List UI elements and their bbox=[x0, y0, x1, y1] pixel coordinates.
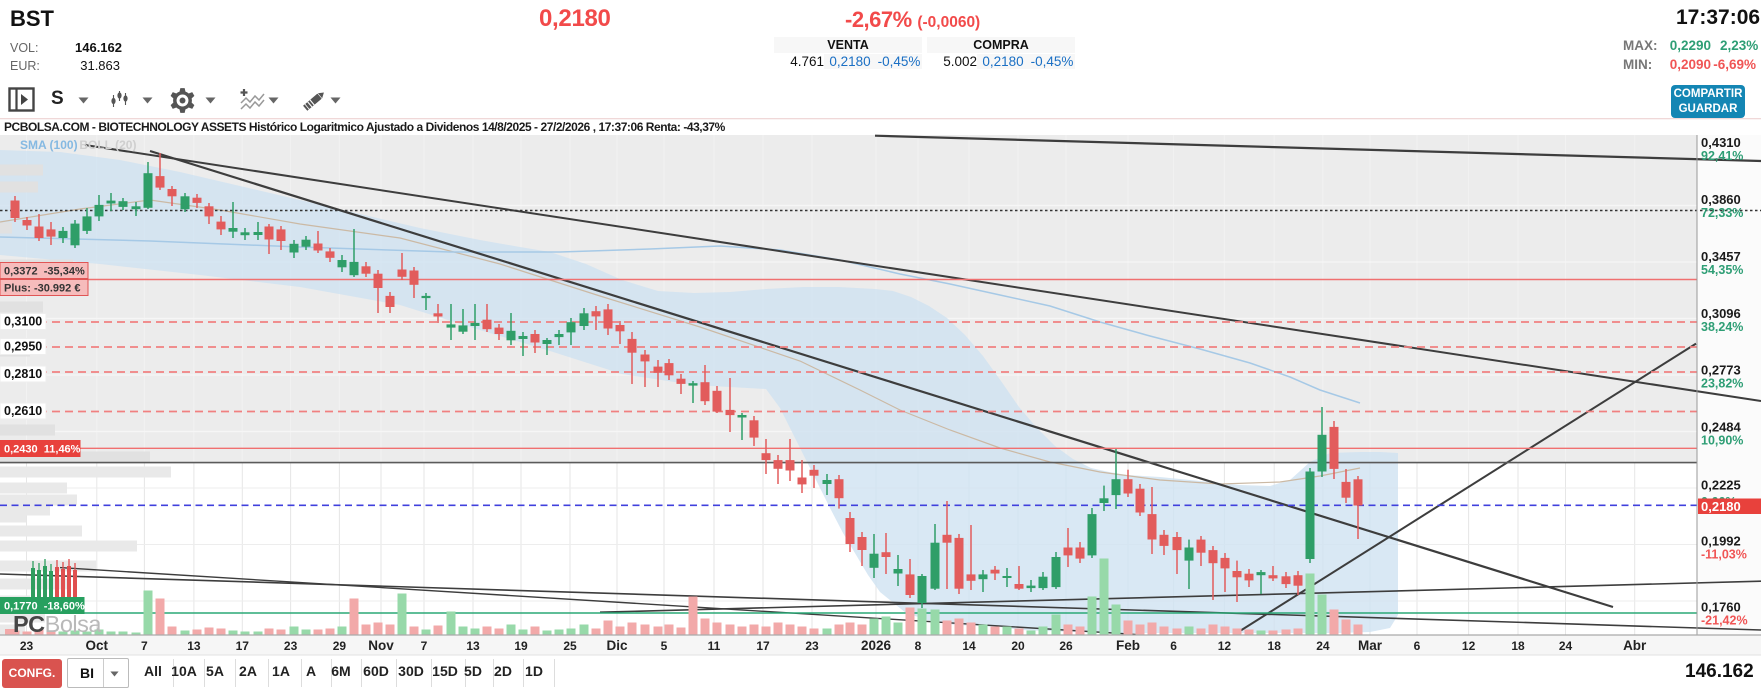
svg-text:17: 17 bbox=[236, 639, 250, 653]
svg-text:0,4310: 0,4310 bbox=[1701, 135, 1741, 150]
svg-text:Nov: Nov bbox=[368, 638, 394, 653]
svg-text:13: 13 bbox=[187, 639, 201, 653]
svg-text:18: 18 bbox=[1268, 639, 1282, 653]
svg-text:0,2180: 0,2180 bbox=[1701, 499, 1741, 514]
svg-text:23: 23 bbox=[805, 639, 819, 653]
svg-text:10,90%: 10,90% bbox=[1701, 434, 1743, 448]
svg-text:17: 17 bbox=[756, 639, 770, 653]
svg-text:0,1770 -18,60%: 0,1770 -18,60% bbox=[4, 601, 85, 613]
svg-text:25: 25 bbox=[563, 639, 577, 653]
svg-text:14: 14 bbox=[962, 639, 976, 653]
svg-text:24: 24 bbox=[1559, 639, 1573, 653]
svg-text:Oct: Oct bbox=[86, 638, 109, 653]
svg-text:0,2950: 0,2950 bbox=[4, 340, 42, 354]
svg-text:Abr: Abr bbox=[1623, 638, 1647, 653]
svg-text:8: 8 bbox=[915, 639, 922, 653]
svg-text:0,1760: 0,1760 bbox=[1701, 600, 1741, 615]
svg-text:13: 13 bbox=[466, 639, 480, 653]
svg-text:Dic: Dic bbox=[606, 638, 628, 653]
svg-text:5: 5 bbox=[661, 639, 668, 653]
svg-text:12: 12 bbox=[1218, 639, 1232, 653]
svg-text:2026: 2026 bbox=[861, 638, 892, 653]
svg-text:Mar: Mar bbox=[1358, 638, 1383, 653]
svg-text:92,41%: 92,41% bbox=[1701, 149, 1743, 163]
svg-text:6: 6 bbox=[1414, 639, 1421, 653]
svg-text:20: 20 bbox=[1011, 639, 1025, 653]
svg-text:0,3860: 0,3860 bbox=[1701, 192, 1741, 207]
svg-text:0,2610: 0,2610 bbox=[4, 404, 42, 418]
svg-text:18: 18 bbox=[1511, 639, 1525, 653]
svg-text:26: 26 bbox=[1059, 639, 1073, 653]
svg-text:0,3457: 0,3457 bbox=[1701, 249, 1741, 264]
svg-text:7: 7 bbox=[141, 639, 148, 653]
svg-text:7: 7 bbox=[421, 639, 428, 653]
svg-text:23: 23 bbox=[284, 639, 298, 653]
svg-text:0,2484: 0,2484 bbox=[1701, 420, 1742, 435]
svg-text:38,24%: 38,24% bbox=[1701, 320, 1743, 334]
svg-text:0,1992: 0,1992 bbox=[1701, 534, 1741, 549]
svg-text:54,35%: 54,35% bbox=[1701, 263, 1743, 277]
svg-text:29: 29 bbox=[333, 639, 347, 653]
svg-text:0,2773: 0,2773 bbox=[1701, 363, 1741, 378]
svg-text:0,3100: 0,3100 bbox=[4, 315, 42, 329]
svg-text:0,3372 -35,34%: 0,3372 -35,34% bbox=[4, 266, 85, 278]
svg-text:0,2225: 0,2225 bbox=[1701, 478, 1741, 493]
svg-text:PCBOLSA.COM - BIOTECHNOLOGY AS: PCBOLSA.COM - BIOTECHNOLOGY ASSETS Histó… bbox=[4, 120, 726, 134]
svg-text:Plus: -30.992 €: Plus: -30.992 € bbox=[4, 283, 80, 295]
svg-text:SMA (100): SMA (100) bbox=[20, 138, 78, 152]
svg-text:0,2430 11,46%: 0,2430 11,46% bbox=[4, 444, 81, 456]
svg-text:-21,42%: -21,42% bbox=[1701, 614, 1748, 628]
svg-text:BOLL (20): BOLL (20) bbox=[76, 138, 136, 152]
svg-text:72,33%: 72,33% bbox=[1701, 206, 1743, 220]
svg-text:0,3096: 0,3096 bbox=[1701, 306, 1741, 321]
svg-text:11: 11 bbox=[708, 639, 721, 653]
svg-text:6: 6 bbox=[1170, 639, 1177, 653]
svg-text:PCBolsa: PCBolsa bbox=[13, 611, 102, 637]
svg-text:23,82%: 23,82% bbox=[1701, 377, 1743, 391]
svg-text:24: 24 bbox=[1316, 639, 1330, 653]
svg-text:12: 12 bbox=[1462, 639, 1476, 653]
svg-text:19: 19 bbox=[514, 639, 528, 653]
svg-text:-11,03%: -11,03% bbox=[1701, 548, 1747, 562]
svg-text:23: 23 bbox=[20, 639, 34, 653]
svg-text:Feb: Feb bbox=[1116, 638, 1140, 653]
svg-text:0,2810: 0,2810 bbox=[4, 367, 42, 381]
